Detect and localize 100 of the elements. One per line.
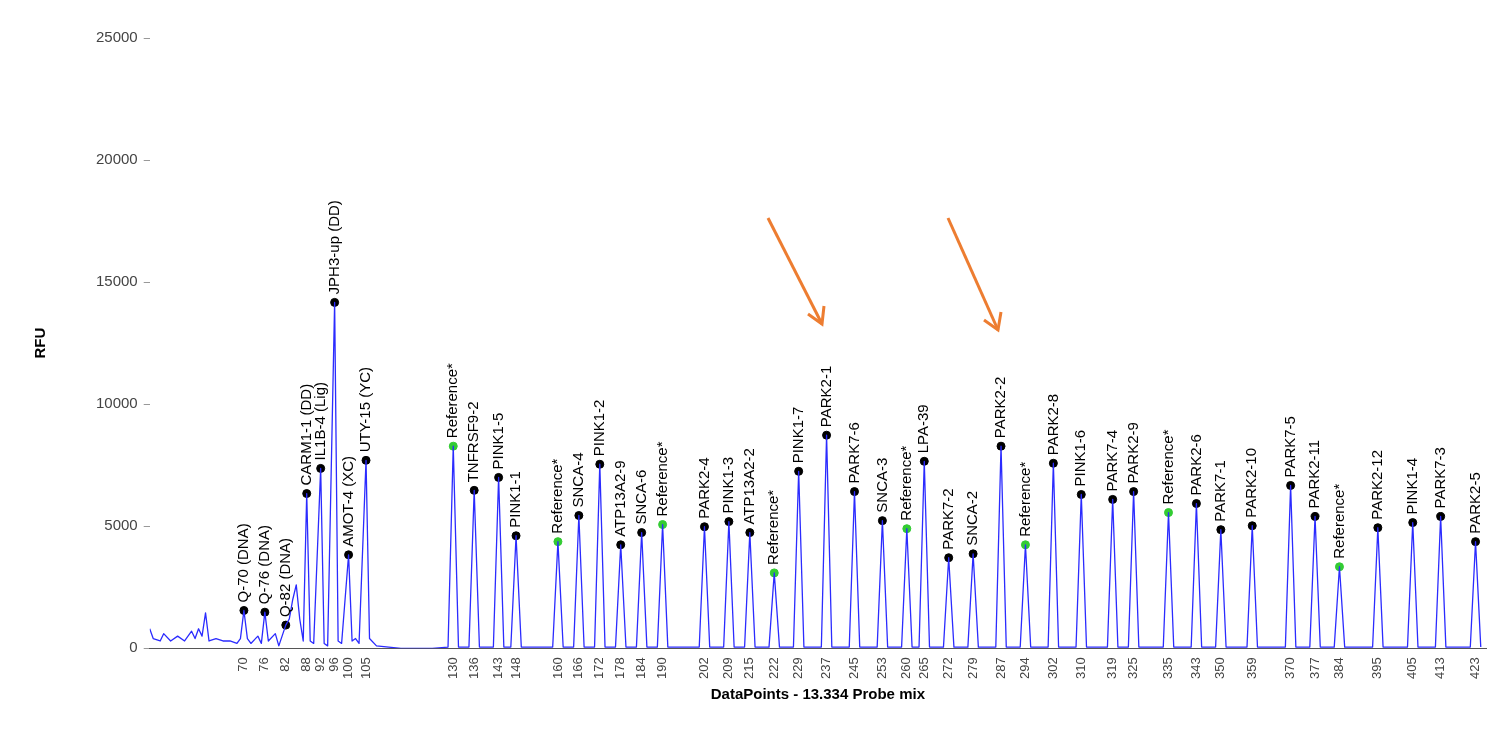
x-tick-label: 350 bbox=[1212, 657, 1228, 680]
annotation: PARK2-6 bbox=[1186, 434, 1204, 496]
annotation: Reference* bbox=[1329, 483, 1347, 559]
point bbox=[822, 430, 832, 440]
annotation: PINK1-5 bbox=[488, 412, 506, 470]
point bbox=[794, 466, 804, 476]
x-tick-label: 82 bbox=[277, 657, 293, 672]
annotation: PARK2-11 bbox=[1305, 439, 1323, 509]
x-tick-label: 237 bbox=[818, 657, 834, 680]
point bbox=[330, 297, 340, 307]
annotation: SNCA-2 bbox=[963, 490, 981, 546]
annotation: PARK7-5 bbox=[1280, 416, 1298, 478]
annotation: PINK1-7 bbox=[788, 406, 806, 464]
x-tick-label: 143 bbox=[490, 657, 506, 680]
annotation: Reference* bbox=[1015, 461, 1033, 537]
x-tick-label: 279 bbox=[964, 657, 980, 680]
x-tick-label: 88 bbox=[298, 657, 314, 672]
annotation: Reference* bbox=[548, 458, 566, 534]
annotation: PARK2-10 bbox=[1242, 447, 1260, 518]
x-tick-label: 178 bbox=[612, 657, 628, 680]
point bbox=[919, 456, 929, 466]
annotation: UTY-15 (YC) bbox=[356, 367, 374, 453]
x-tick-label: 209 bbox=[720, 657, 736, 680]
annotation: PARK7-2 bbox=[938, 488, 956, 550]
annotation: Reference* bbox=[896, 445, 914, 521]
annotation: PARK2-5 bbox=[1465, 472, 1483, 534]
point bbox=[1164, 508, 1173, 518]
x-tick-label: 136 bbox=[465, 657, 481, 680]
annotation: PINK1-6 bbox=[1071, 429, 1089, 487]
annotation: Reference* bbox=[1158, 429, 1176, 505]
annotation: LPA-39 bbox=[914, 404, 932, 454]
y-tick-label: 0 bbox=[129, 638, 138, 656]
x-tick-label: 166 bbox=[570, 657, 586, 680]
x-tick-label: 423 bbox=[1467, 657, 1483, 680]
x-tick-label: 160 bbox=[549, 657, 565, 680]
x-tick-label: 184 bbox=[633, 657, 649, 680]
annotation: PARK2-12 bbox=[1367, 449, 1385, 520]
point bbox=[494, 472, 504, 482]
annotation: PINK1-4 bbox=[1402, 457, 1420, 515]
annotation: PINK1-2 bbox=[589, 399, 607, 457]
x-tick-label: 96 bbox=[326, 657, 342, 672]
annotation: PINK1-1 bbox=[506, 471, 524, 528]
annotation: PARK7-4 bbox=[1102, 429, 1120, 492]
x-tick-label: 70 bbox=[235, 657, 251, 672]
point bbox=[1048, 458, 1058, 468]
annotation: PARK2-2 bbox=[991, 376, 1009, 439]
x-tick-label: 148 bbox=[507, 657, 523, 680]
point bbox=[1286, 480, 1296, 490]
x-tick-label: 265 bbox=[915, 657, 931, 680]
annotation: AMOT-4 (XC) bbox=[338, 455, 356, 547]
x-tick-label: 202 bbox=[696, 657, 712, 680]
point bbox=[1436, 511, 1446, 521]
x-tick-label: 384 bbox=[1331, 657, 1347, 680]
annotation: PINK1-3 bbox=[719, 456, 737, 514]
y-tick-label: 25000 bbox=[95, 28, 138, 46]
annotation: PARK7-3 bbox=[1430, 447, 1448, 509]
point bbox=[316, 463, 326, 473]
x-tick-label: 76 bbox=[256, 657, 272, 672]
annotation: PARK2-4 bbox=[694, 457, 712, 519]
x-tick-label: 105 bbox=[357, 657, 373, 680]
x-tick-label: 310 bbox=[1072, 657, 1088, 680]
annotation: TNFRSF9-2 bbox=[464, 401, 482, 483]
annotation: SNCA-4 bbox=[569, 452, 586, 508]
x-tick-label: 260 bbox=[898, 657, 914, 680]
annotation: JPH3-up (DD) bbox=[324, 200, 342, 295]
x-tick-label: 413 bbox=[1432, 657, 1448, 680]
x-tick-label: 335 bbox=[1160, 657, 1176, 680]
annotation: Q-82 (DNA) bbox=[275, 537, 293, 618]
x-tick-label: 325 bbox=[1125, 657, 1141, 680]
x-tick-label: 272 bbox=[940, 657, 956, 680]
x-tick-label: 294 bbox=[1017, 657, 1033, 680]
x-tick-label: 405 bbox=[1404, 657, 1420, 680]
x-tick-label: 222 bbox=[765, 657, 781, 680]
annotation: PARK2-8 bbox=[1043, 393, 1061, 456]
y-tick-label: 10000 bbox=[95, 394, 138, 412]
x-tick-label: 370 bbox=[1282, 657, 1298, 680]
annotation: PARK7-1 bbox=[1210, 460, 1228, 522]
x-tick-label: 229 bbox=[790, 657, 806, 680]
x-tick-label: 343 bbox=[1187, 657, 1203, 680]
x-tick-label: 287 bbox=[992, 657, 1008, 680]
y-tick-label: 5000 bbox=[104, 516, 138, 534]
annotation: Reference* bbox=[443, 362, 461, 439]
x-tick-label: 319 bbox=[1104, 657, 1120, 680]
annotation: SNCA-6 bbox=[631, 469, 649, 525]
annotation: Q-76 (DNA) bbox=[254, 524, 272, 605]
y-tick-label: 20000 bbox=[95, 150, 138, 168]
point bbox=[1108, 494, 1118, 504]
annotation: ATP13A2-9 bbox=[610, 460, 628, 537]
x-tick-label: 215 bbox=[741, 657, 757, 680]
annotation: PARK2-9 bbox=[1123, 422, 1141, 484]
x-tick-label: 359 bbox=[1243, 657, 1259, 680]
x-axis-title: DataPoints - 13.334 Probe mix bbox=[710, 685, 926, 703]
x-tick-label: 190 bbox=[654, 657, 670, 680]
annotation: Reference* bbox=[764, 489, 782, 565]
annotation: SNCA-3 bbox=[872, 457, 890, 513]
y-axis-title: RFU bbox=[31, 327, 49, 359]
x-tick-label: 92 bbox=[312, 657, 328, 672]
x-tick-label: 302 bbox=[1044, 657, 1060, 680]
x-tick-label: 245 bbox=[846, 657, 862, 680]
annotation: PARK2-1 bbox=[816, 365, 834, 428]
